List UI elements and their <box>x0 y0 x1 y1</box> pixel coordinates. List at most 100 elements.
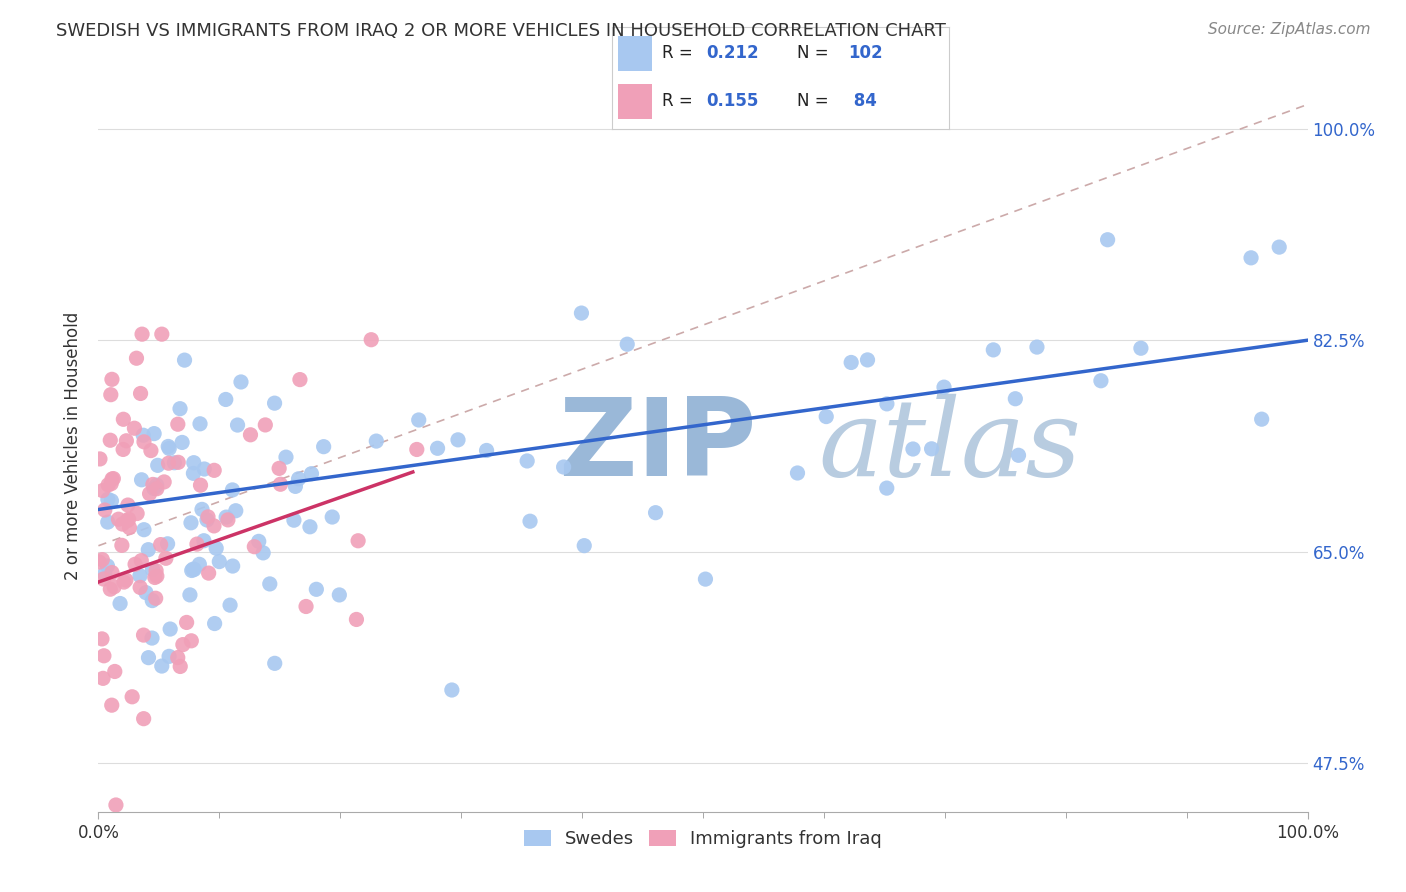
Point <box>215 392 238 407</box>
Point <box>125 351 148 366</box>
Point <box>193 533 215 548</box>
Point <box>145 564 167 578</box>
Point <box>301 467 323 481</box>
Point <box>1090 374 1112 388</box>
Point <box>259 577 281 591</box>
Point <box>183 467 205 481</box>
Point <box>247 534 270 549</box>
Point <box>169 401 191 416</box>
Point <box>138 650 160 665</box>
Point <box>243 540 266 554</box>
Point <box>616 337 638 351</box>
Point <box>149 538 172 552</box>
Point <box>1007 448 1029 462</box>
Point <box>321 510 343 524</box>
Point <box>98 434 121 448</box>
Point <box>101 566 124 580</box>
Point <box>183 456 205 470</box>
Point <box>104 665 127 679</box>
Point <box>815 409 838 424</box>
Point <box>124 558 146 572</box>
Point <box>204 616 226 631</box>
Point <box>98 582 121 597</box>
Point <box>226 418 249 433</box>
Point <box>150 659 173 673</box>
Point <box>108 597 131 611</box>
Point <box>91 552 114 566</box>
Point <box>269 477 291 491</box>
Point <box>195 513 218 527</box>
Point <box>135 585 157 599</box>
Point <box>644 506 666 520</box>
Point <box>146 482 169 496</box>
Point <box>284 479 307 493</box>
Point <box>328 588 350 602</box>
Point <box>97 492 120 507</box>
Point <box>366 434 388 448</box>
Point <box>180 633 202 648</box>
Point <box>287 472 309 486</box>
Point <box>141 593 163 607</box>
Text: 84: 84 <box>848 92 877 110</box>
Point <box>839 355 862 369</box>
Point <box>131 473 153 487</box>
Point <box>405 442 427 457</box>
Point <box>229 375 252 389</box>
Point <box>1129 341 1152 355</box>
Point <box>100 387 122 401</box>
Point <box>1097 233 1119 247</box>
Point <box>225 504 247 518</box>
Point <box>121 690 143 704</box>
Point <box>97 515 120 529</box>
Point <box>571 306 593 320</box>
Text: Source: ZipAtlas.com: Source: ZipAtlas.com <box>1208 22 1371 37</box>
Point <box>89 555 111 569</box>
Point <box>305 582 328 597</box>
Point <box>145 591 167 606</box>
Point <box>136 542 159 557</box>
Point <box>100 493 122 508</box>
Point <box>132 428 155 442</box>
Point <box>100 476 122 491</box>
Point <box>143 570 166 584</box>
Point <box>440 683 463 698</box>
Point <box>142 477 165 491</box>
Point <box>173 353 195 368</box>
Point <box>1240 251 1263 265</box>
Point <box>447 433 470 447</box>
Point <box>239 427 262 442</box>
Point <box>153 475 176 489</box>
Text: 0.212: 0.212 <box>706 45 759 62</box>
Point <box>932 380 955 394</box>
Point <box>166 650 188 665</box>
Point <box>169 659 191 673</box>
Point <box>93 648 115 663</box>
Point <box>107 512 129 526</box>
Point <box>132 523 155 537</box>
Point <box>118 520 141 534</box>
Point <box>519 514 541 528</box>
Point <box>553 460 575 475</box>
Point <box>112 412 135 426</box>
Point <box>104 797 127 812</box>
Point <box>179 588 201 602</box>
Point <box>876 481 898 495</box>
Point <box>360 333 382 347</box>
Point <box>252 546 274 560</box>
Point <box>100 698 122 713</box>
Text: N =: N = <box>797 92 834 110</box>
Point <box>1004 392 1026 406</box>
Point <box>155 551 177 566</box>
Point <box>981 343 1004 357</box>
Point <box>139 443 162 458</box>
Point <box>157 456 180 470</box>
Point <box>132 434 155 449</box>
Point <box>274 450 297 465</box>
Point <box>180 516 202 530</box>
Point <box>254 417 277 432</box>
Point <box>115 573 138 587</box>
Point <box>156 537 179 551</box>
Point <box>129 568 152 582</box>
Point <box>94 503 117 517</box>
Point <box>288 373 311 387</box>
